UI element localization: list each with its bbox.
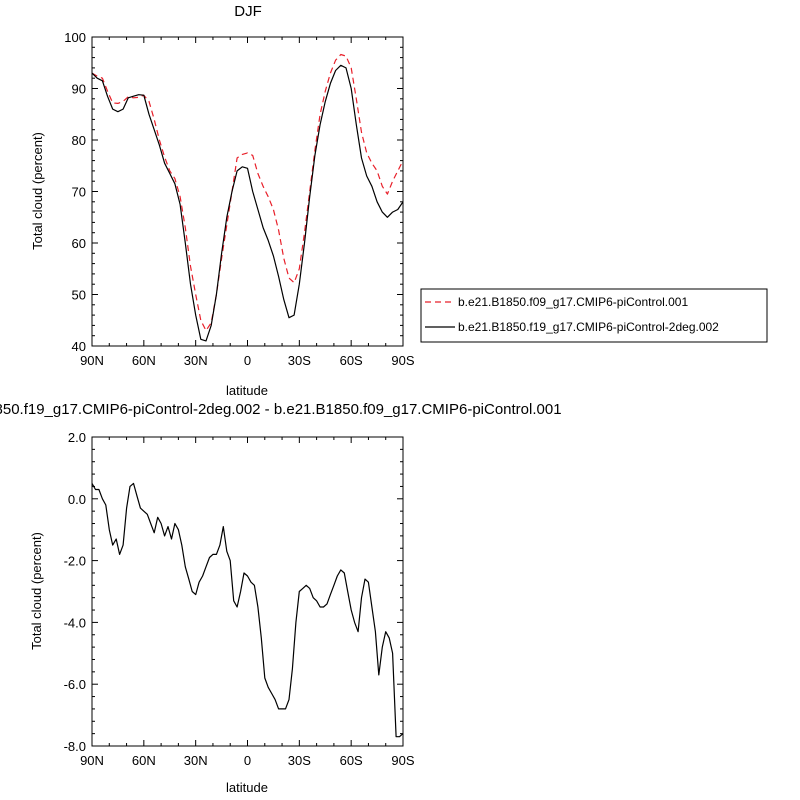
y-tick-label: 90 bbox=[72, 82, 86, 97]
y-tick-label: 50 bbox=[72, 288, 86, 303]
legend-label-series-1: b.e21.B1850.f09_g17.CMIP6-piControl.001 bbox=[458, 295, 688, 309]
x-tick-label: 60S bbox=[340, 753, 363, 768]
x-tick-label: 90S bbox=[391, 753, 414, 768]
y-tick-label: 60 bbox=[72, 236, 86, 251]
bottom-chart-title: b.e21.B1850.f19_g17.CMIP6-piControl-2deg… bbox=[0, 401, 562, 418]
top-plot-frame bbox=[91, 36, 404, 347]
x-tick-label: 30S bbox=[288, 353, 311, 368]
y-tick-label: 70 bbox=[72, 185, 86, 200]
top-y-axis-title: Total cloud (percent) bbox=[30, 132, 45, 250]
bottom-plot-frame bbox=[91, 436, 404, 747]
series-line-1 bbox=[91, 53, 404, 332]
x-tick-label: 60N bbox=[132, 353, 156, 368]
x-tick-label: 90N bbox=[80, 753, 104, 768]
x-tick-label: 0 bbox=[244, 753, 251, 768]
bottom-chart-marks: -8.0 -6.0 -4.0 -2.0 0.0 2.0 90N 60N 30N 0 30S 60S 90… bbox=[64, 430, 415, 768]
top-panel: DJF 40 50 60 70 80 90 100 90N 60N 30N 0 30S 60S 90S l… bbox=[30, 3, 768, 398]
y-tick-label: 80 bbox=[72, 133, 86, 148]
y-tick-label: -2.0 bbox=[64, 554, 86, 569]
x-tick-label: 60S bbox=[340, 353, 363, 368]
y-tick-label: 0.0 bbox=[68, 492, 86, 507]
legend-label-series-2: b.e21.B1850.f19_g17.CMIP6-piControl-2deg… bbox=[458, 320, 719, 334]
x-tick-label: 30N bbox=[184, 353, 208, 368]
bottom-y-axis-title: Total cloud (percent) bbox=[29, 532, 44, 650]
x-tick-label: 90N bbox=[80, 353, 104, 368]
x-tick-label: 60N bbox=[132, 753, 156, 768]
x-tick-label: 30N bbox=[184, 753, 208, 768]
y-tick-label: -6.0 bbox=[64, 677, 86, 692]
x-tick-label: 90S bbox=[391, 353, 414, 368]
y-tick-label: 2.0 bbox=[68, 430, 86, 445]
top-chart-title: DJF bbox=[234, 3, 262, 20]
y-tick-label: 100 bbox=[64, 30, 86, 45]
bottom-x-axis-title: latitude bbox=[226, 780, 268, 795]
legend-box bbox=[420, 288, 768, 343]
bottom-panel: b.e21.B1850.f19_g17.CMIP6-piControl-2deg… bbox=[0, 401, 562, 795]
top-x-axis-title: latitude bbox=[226, 383, 268, 398]
y-tick-label: 40 bbox=[72, 339, 86, 354]
series-line-2 bbox=[91, 64, 404, 342]
series-line-1 bbox=[91, 482, 404, 738]
top-chart-marks: 40 50 60 70 80 90 100 90N 60N 30N 0 30S 60S 90S bbox=[64, 30, 415, 368]
x-tick-label: 0 bbox=[244, 353, 251, 368]
y-tick-label: -4.0 bbox=[64, 615, 86, 630]
legend: b.e21.B1850.f09_g17.CMIP6-piControl.001 … bbox=[420, 288, 768, 343]
y-tick-label: -8.0 bbox=[64, 739, 86, 754]
x-tick-label: 30S bbox=[288, 753, 311, 768]
